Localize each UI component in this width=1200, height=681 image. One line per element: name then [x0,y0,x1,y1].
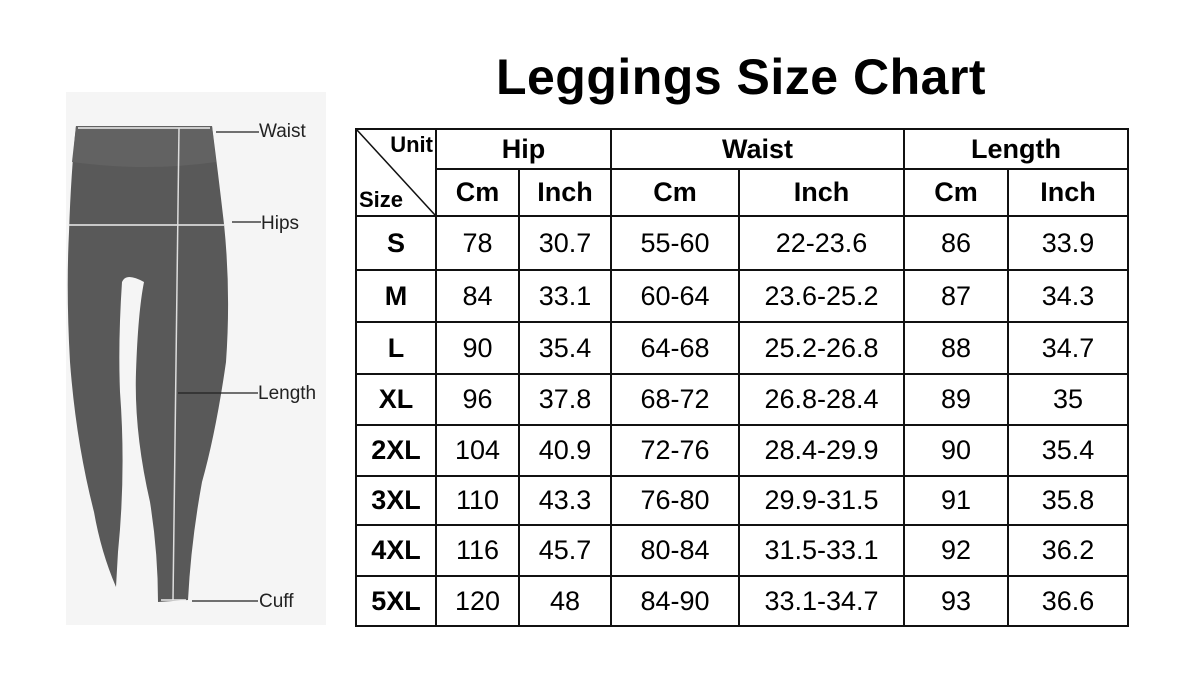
unit-header: Inch [518,168,612,217]
value-cell: 25.2-26.8 [738,321,905,375]
value-cell: 29.9-31.5 [738,475,905,526]
value-cell: 28.4-29.9 [738,424,905,477]
value-cell: 35.4 [1007,424,1129,477]
value-cell: 30.7 [518,215,612,271]
value-cell: 120 [435,575,520,627]
value-cell: 37.8 [518,373,612,426]
size-cell: 3XL [355,475,437,526]
value-cell: 31.5-33.1 [738,524,905,577]
value-cell: 34.3 [1007,269,1129,323]
size-cell: L [355,321,437,375]
table-row: 2XL 104 40.9 72-76 28.4-29.9 90 35.4 [355,424,1129,477]
value-cell: 22-23.6 [738,215,905,271]
value-cell: 33.1 [518,269,612,323]
table-row: S 78 30.7 55-60 22-23.6 86 33.9 [355,215,1129,271]
value-cell: 35.8 [1007,475,1129,526]
value-cell: 35 [1007,373,1129,426]
value-cell: 60-64 [610,269,740,323]
size-label: Size [359,187,404,212]
diagonal-divider [357,130,435,215]
value-cell: 80-84 [610,524,740,577]
value-cell: 104 [435,424,520,477]
page-title: Leggings Size Chart [495,49,987,105]
value-cell: 45.7 [518,524,612,577]
corner-cell: Unit Size [355,128,437,217]
value-cell: 89 [903,373,1009,426]
leggings-diagram: Waist Hips Length Cuff [66,92,326,625]
leggings-illustration [67,126,261,602]
hips-label: Hips [261,213,300,234]
unit-header: Cm [903,168,1009,217]
value-cell: 84-90 [610,575,740,627]
table-row: M 84 33.1 60-64 23.6-25.2 87 34.3 [355,269,1129,323]
value-cell: 36.6 [1007,575,1129,627]
size-cell: XL [355,373,437,426]
table-row: 5XL 120 48 84-90 33.1-34.7 93 36.6 [355,575,1129,627]
value-cell: 68-72 [610,373,740,426]
value-cell: 48 [518,575,612,627]
value-cell: 36.2 [1007,524,1129,577]
unit-header: Cm [435,168,520,217]
value-cell: 91 [903,475,1009,526]
table-row: 4XL 116 45.7 80-84 31.5-33.1 92 36.2 [355,524,1129,577]
unit-header: Cm [610,168,740,217]
value-cell: 23.6-25.2 [738,269,905,323]
value-cell: 76-80 [610,475,740,526]
value-cell: 84 [435,269,520,323]
unit-header: Inch [1007,168,1129,217]
size-cell: 2XL [355,424,437,477]
value-cell: 72-76 [610,424,740,477]
size-cell: S [355,215,437,271]
value-cell: 90 [903,424,1009,477]
value-cell: 26.8-28.4 [738,373,905,426]
table-row: XL 96 37.8 68-72 26.8-28.4 89 35 [355,373,1129,426]
table-row: L 90 35.4 64-68 25.2-26.8 88 34.7 [355,321,1129,375]
value-cell: 64-68 [610,321,740,375]
unit-label: Unit [390,132,433,157]
unit-header: Inch [738,168,905,217]
value-cell: 116 [435,524,520,577]
cuff-label: Cuff [259,591,294,612]
value-cell: 33.9 [1007,215,1129,271]
waist-label: Waist [259,121,306,142]
group-header: Hip [435,128,612,170]
table-row: 3XL 110 43.3 76-80 29.9-31.5 91 35.8 [355,475,1129,526]
value-cell: 43.3 [518,475,612,526]
value-cell: 96 [435,373,520,426]
length-label: Length [258,383,317,404]
group-header: Waist [610,128,905,170]
value-cell: 55-60 [610,215,740,271]
value-cell: 110 [435,475,520,526]
value-cell: 33.1-34.7 [738,575,905,627]
value-cell: 87 [903,269,1009,323]
value-cell: 86 [903,215,1009,271]
value-cell: 78 [435,215,520,271]
value-cell: 90 [435,321,520,375]
size-cell: 5XL [355,575,437,627]
size-cell: 4XL [355,524,437,577]
group-header: Length [903,128,1129,170]
value-cell: 34.7 [1007,321,1129,375]
value-cell: 92 [903,524,1009,577]
size-table: Unit Size Hip Waist Length Cm Inch Cm Inch C… [355,128,1129,627]
value-cell: 40.9 [518,424,612,477]
value-cell: 35.4 [518,321,612,375]
size-cell: M [355,269,437,323]
value-cell: 88 [903,321,1009,375]
value-cell: 93 [903,575,1009,627]
